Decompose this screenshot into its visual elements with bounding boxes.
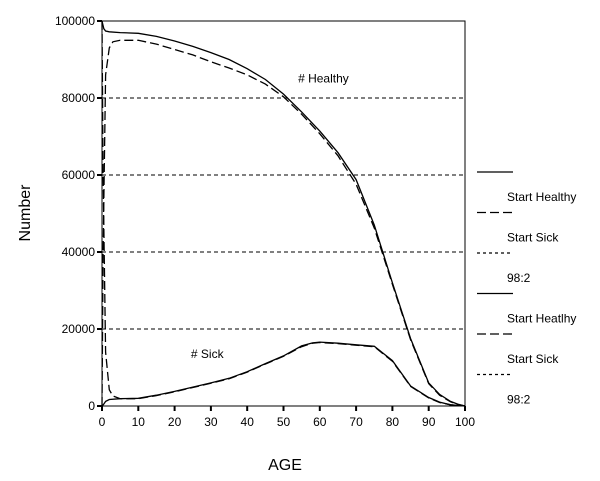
legend: Start Healthy Start Sick 98:2 Start Heatlhy…	[477, 171, 576, 407]
x-tick-label-4: 40	[241, 415, 255, 429]
series-lines	[101, 20, 466, 407]
x-tick-label-8: 80	[386, 415, 400, 429]
y-tick-label-5: 100000	[55, 14, 95, 28]
legend-label-3: Start Heatlhy	[507, 312, 576, 326]
y-tick-label-0: 0	[88, 399, 95, 413]
tick-labels: 0 10 20 30 40 50 60 70 80 90 100 0 20000 40000 60000 80…	[55, 14, 475, 429]
gridlines	[102, 97, 465, 330]
x-tick-label-3: 30	[204, 415, 218, 429]
axes	[97, 20, 466, 411]
legend-label-1: Start Sick	[507, 231, 559, 245]
x-tick-label-5: 50	[277, 415, 291, 429]
series-line-2	[101, 341, 466, 407]
annotations: # Healthy # Sick	[191, 72, 349, 361]
legend-label-0: Start Healthy	[507, 190, 576, 204]
y-tick-label-3: 60000	[62, 168, 96, 182]
plot-frame	[101, 20, 466, 407]
y-tick-label-4: 80000	[62, 91, 96, 105]
x-tick-label-10: 100	[455, 415, 475, 429]
x-tick-label-2: 20	[168, 415, 182, 429]
legend-label-4: Start Sick	[507, 352, 559, 366]
y-axis-label: Number	[17, 184, 34, 242]
series-line-0	[101, 20, 466, 407]
y-tick-label-2: 40000	[62, 245, 96, 259]
series-line-3	[101, 20, 466, 407]
legend-label-5: 98:2	[507, 393, 531, 407]
x-tick-label-0: 0	[99, 415, 106, 429]
legend-label-2: 98:2	[507, 271, 531, 285]
annotation-0: # Healthy	[298, 72, 349, 86]
y-tick-label-1: 20000	[62, 322, 96, 336]
x-tick-label-6: 60	[313, 415, 327, 429]
x-tick-label-9: 90	[422, 415, 436, 429]
annotation-1: # Sick	[191, 347, 225, 361]
x-axis-label: AGE	[268, 457, 302, 474]
series-line-1	[101, 39, 466, 407]
x-tick-label-1: 10	[132, 415, 146, 429]
x-tick-label-7: 70	[349, 415, 363, 429]
